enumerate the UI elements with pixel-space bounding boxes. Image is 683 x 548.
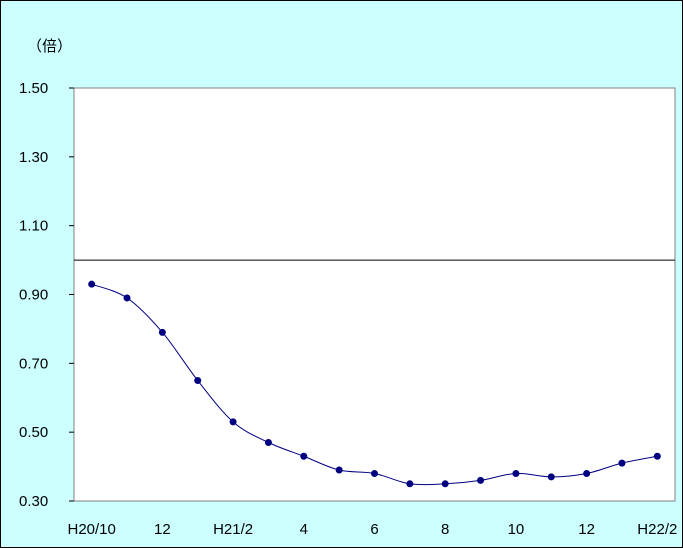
unit-label: （倍） [27, 37, 72, 55]
x-tick-label: 4 [300, 521, 308, 538]
x-tick-label: H22/2 [637, 521, 677, 538]
x-tick-label: 10 [508, 521, 525, 538]
data-point [194, 377, 201, 384]
data-point [654, 453, 661, 460]
y-tick-label: 0.90 [19, 287, 48, 304]
data-point [336, 467, 343, 474]
x-tick-label: 8 [441, 521, 449, 538]
data-point [583, 470, 590, 477]
data-point [124, 294, 131, 301]
x-tick-label: H20/10 [67, 521, 115, 538]
y-tick-label: 0.50 [19, 424, 48, 441]
data-point [230, 418, 237, 425]
y-tick-label: 1.50 [19, 80, 48, 97]
y-tick-label: 1.10 [19, 218, 48, 235]
x-axis-ticks: H20/10 12 H21/2 4 6 8 10 12 H22/2 [67, 521, 677, 538]
data-point [88, 281, 95, 288]
data-point [442, 480, 449, 487]
data-point [477, 477, 484, 484]
y-tick-label: 1.30 [19, 149, 48, 166]
data-point [618, 460, 625, 467]
data-point [159, 329, 166, 336]
data-point [371, 470, 378, 477]
x-tick-label: H21/2 [213, 521, 253, 538]
x-tick-label: 12 [154, 521, 171, 538]
data-point [548, 473, 555, 480]
y-tick-label: 0.70 [19, 355, 48, 372]
y-tick-label: 0.30 [19, 493, 48, 510]
y-axis-ticks: 0.30 0.50 0.70 0.90 1.10 1.30 1.50 [19, 80, 74, 510]
x-tick-label: 6 [370, 521, 378, 538]
x-tick-label: 12 [578, 521, 595, 538]
data-point [300, 453, 307, 460]
plot-area [74, 88, 675, 501]
data-point [265, 439, 272, 446]
data-point [512, 470, 519, 477]
data-point [406, 480, 413, 487]
